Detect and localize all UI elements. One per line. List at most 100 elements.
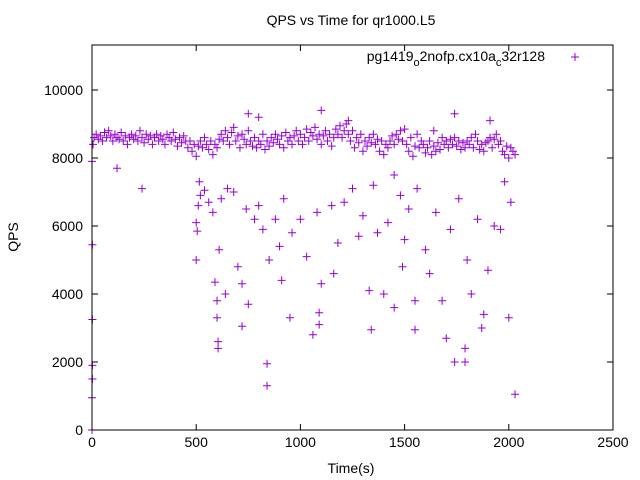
data-point bbox=[461, 344, 470, 353]
data-point bbox=[292, 126, 301, 135]
x-tick-label: 2000 bbox=[493, 434, 524, 450]
data-point bbox=[450, 109, 459, 118]
data-point bbox=[383, 218, 392, 227]
data-point bbox=[313, 135, 322, 144]
data-point bbox=[96, 131, 105, 140]
data-point bbox=[388, 131, 397, 140]
data-point bbox=[442, 334, 451, 343]
data-point bbox=[156, 131, 165, 140]
data-point bbox=[256, 140, 265, 149]
data-point bbox=[469, 143, 478, 152]
data-point bbox=[381, 140, 390, 149]
data-point bbox=[169, 128, 178, 137]
data-point bbox=[502, 142, 511, 151]
data-point bbox=[115, 135, 124, 144]
data-point bbox=[163, 130, 172, 139]
data-point bbox=[225, 140, 234, 149]
data-point bbox=[306, 128, 315, 137]
data-point bbox=[242, 140, 251, 149]
data-point bbox=[254, 201, 263, 210]
data-point bbox=[223, 184, 232, 193]
data-point bbox=[354, 138, 363, 147]
data-point bbox=[375, 147, 384, 156]
data-point bbox=[231, 137, 240, 145]
data-point bbox=[350, 143, 359, 152]
data-point bbox=[354, 232, 363, 241]
data-point bbox=[113, 164, 122, 173]
data-point bbox=[400, 125, 409, 134]
data-point bbox=[479, 310, 488, 319]
data-point bbox=[102, 133, 111, 142]
data-point bbox=[483, 266, 492, 275]
data-point bbox=[263, 359, 272, 368]
data-point bbox=[438, 133, 447, 142]
data-point bbox=[446, 135, 455, 144]
data-point bbox=[450, 133, 459, 142]
data-point bbox=[246, 137, 255, 145]
data-point bbox=[411, 325, 420, 334]
data-point bbox=[281, 128, 290, 137]
data-point bbox=[481, 138, 490, 147]
y-tick-label: 4000 bbox=[52, 286, 83, 302]
data-point bbox=[269, 138, 278, 147]
data-point bbox=[317, 140, 326, 149]
data-point bbox=[323, 137, 332, 145]
data-point bbox=[356, 130, 365, 139]
data-point bbox=[427, 150, 436, 159]
axis-ticks: 0 500 1000 1500 2000 2500 0 2000 4000 6000 8000 100… bbox=[44, 45, 629, 450]
data-point bbox=[192, 218, 201, 227]
data-point bbox=[94, 135, 103, 144]
data-point bbox=[331, 125, 340, 134]
x-tick-label: 1500 bbox=[389, 434, 420, 450]
data-point bbox=[456, 145, 465, 154]
data-point bbox=[263, 381, 272, 390]
data-point bbox=[275, 242, 284, 251]
data-point bbox=[135, 126, 144, 135]
data-point bbox=[144, 135, 153, 144]
data-point bbox=[123, 140, 132, 149]
data-point bbox=[254, 137, 263, 145]
data-point bbox=[252, 143, 261, 152]
data-point bbox=[463, 256, 472, 264]
data-point bbox=[333, 239, 342, 247]
x-tick-label: 2500 bbox=[597, 434, 628, 450]
data-point bbox=[473, 215, 482, 224]
data-point bbox=[511, 150, 520, 159]
data-point bbox=[340, 126, 349, 135]
data-point bbox=[396, 191, 405, 200]
data-point bbox=[302, 125, 311, 134]
data-point bbox=[210, 140, 219, 149]
data-point bbox=[315, 320, 324, 329]
data-point bbox=[233, 131, 242, 140]
data-point bbox=[390, 171, 399, 179]
data-point bbox=[119, 137, 128, 145]
data-point bbox=[392, 130, 401, 139]
data-point bbox=[260, 145, 269, 154]
data-point bbox=[215, 135, 224, 144]
data-point bbox=[238, 130, 247, 139]
data-point bbox=[394, 135, 403, 144]
data-point bbox=[267, 133, 276, 142]
data-point bbox=[361, 137, 370, 145]
data-point bbox=[500, 177, 509, 186]
data-point bbox=[500, 150, 509, 159]
y-tick-label: 8000 bbox=[52, 150, 83, 166]
x-tick-label: 0 bbox=[88, 434, 96, 450]
data-point bbox=[379, 290, 388, 298]
data-point bbox=[273, 135, 282, 144]
data-point bbox=[165, 133, 174, 142]
data-point bbox=[344, 130, 353, 139]
data-point bbox=[89, 140, 98, 149]
data-point bbox=[308, 131, 317, 140]
data-point bbox=[92, 130, 101, 139]
data-point bbox=[275, 140, 284, 149]
data-point bbox=[315, 308, 324, 317]
data-point bbox=[467, 133, 476, 142]
data-point bbox=[108, 137, 117, 145]
data-point bbox=[244, 109, 253, 118]
data-point bbox=[402, 140, 411, 149]
data-point bbox=[304, 137, 313, 145]
data-point bbox=[104, 126, 113, 135]
data-point bbox=[277, 276, 286, 285]
data-point bbox=[217, 130, 226, 139]
